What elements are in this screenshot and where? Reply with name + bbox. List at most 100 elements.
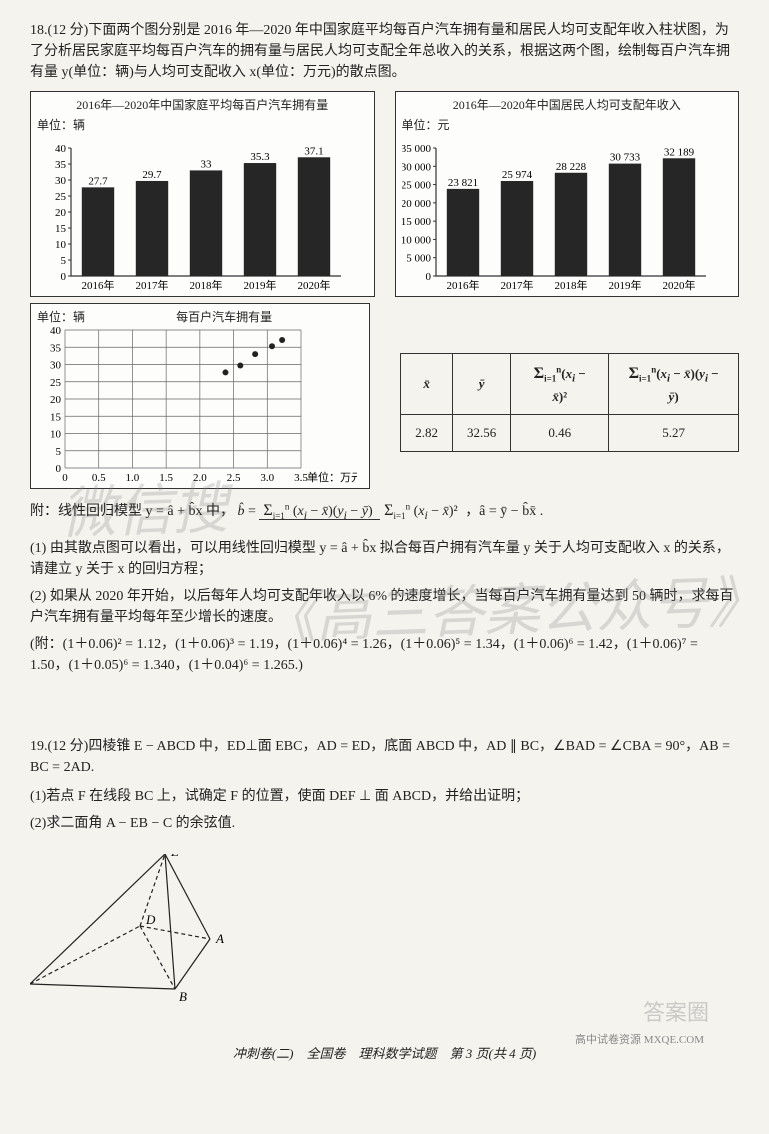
formula-line: 附：线性回归模型 y = â + b̂x 中， b̂ = Σi=1n (xi −…: [30, 499, 739, 524]
watermark-small: 高中试卷资源 MXQE.COM: [575, 1032, 704, 1049]
stats-table: x̄ ȳ Σi=1n(xi − x̄)² Σi=1n(xi − x̄)(yi −…: [400, 353, 739, 452]
q18-stem-text: 下面两个图分别是 2016 年—2020 年中国家庭平均每百户汽车拥有量和居民人…: [30, 23, 730, 80]
svg-text:单位：万元: 单位：万元: [307, 470, 357, 484]
svg-text:35.3: 35.3: [250, 151, 270, 163]
svg-text:5 000: 5 000: [406, 253, 431, 265]
q18-stem: 18.(12 分)下面两个图分别是 2016 年—2020 年中国家庭平均每百户…: [30, 20, 739, 83]
svg-text:D: D: [145, 912, 156, 927]
formula-den: Σi=1n (xi − x̄)²: [380, 504, 462, 519]
svg-text:23 821: 23 821: [447, 177, 477, 189]
stats-h0: x̄: [401, 354, 453, 415]
svg-text:5: 5: [61, 255, 67, 267]
svg-text:B: B: [179, 989, 187, 1004]
svg-text:2018年: 2018年: [190, 278, 223, 292]
chart1-svg: 0 5 10 15 20 25 30 35 40 27.7 2016年 29.7 2017年 33 2018…: [37, 134, 347, 294]
chart1-title: 2016年—2020年中国家庭平均每百户汽车拥有量: [37, 96, 368, 114]
stats-v2: 0.46: [511, 415, 609, 452]
stats-data-row: 2.82 32.56 0.46 5.27: [401, 415, 739, 452]
svg-text:25 000: 25 000: [402, 180, 432, 192]
stats-h3: Σi=1n(xi − x̄)(yi − ȳ): [609, 354, 739, 415]
scatter-title: 每百户汽车拥有量: [85, 308, 363, 326]
svg-text:0: 0: [62, 472, 68, 484]
formula-fraction: Σi=1n (xi − x̄)(yi − ȳ) Σi=1n (xi − x̄)²: [259, 499, 461, 524]
formula-num: Σi=1n (xi − x̄)(yi − ȳ): [259, 504, 380, 520]
q19: 19.(12 分)四棱锥 E − ABCD 中，ED⊥面 EBC，AD = ED…: [30, 736, 739, 1004]
q19-stem-text: 四棱锥 E − ABCD 中，ED⊥面 EBC，AD = ED，底面 ABCD …: [30, 739, 730, 775]
svg-text:25: 25: [55, 191, 67, 203]
scatter-box: 单位：辆 每百户汽车拥有量 051015202530354000.51.01.5…: [30, 303, 370, 489]
chart1-box: 2016年—2020年中国家庭平均每百户汽车拥有量 单位：辆 051015202…: [30, 91, 375, 297]
svg-text:2017年: 2017年: [136, 278, 169, 292]
svg-text:28 228: 28 228: [555, 161, 586, 173]
chart2-svg: 0 5 000 10 000 15 000 20 000 25 000 30 000 35 0…: [402, 134, 712, 294]
svg-text:2019年: 2019年: [608, 278, 641, 292]
svg-text:15 000: 15 000: [402, 216, 432, 228]
svg-text:30 733: 30 733: [609, 152, 640, 164]
svg-text:20: 20: [55, 207, 67, 219]
svg-text:10 000: 10 000: [402, 234, 432, 246]
scatter-svg: 051015202530354000.51.01.52.02.53.03.5单位…: [37, 326, 357, 486]
svg-text:2020年: 2020年: [298, 278, 331, 292]
q19-stem: 19.(12 分)四棱锥 E − ABCD 中，ED⊥面 EBC，AD = ED…: [30, 736, 739, 778]
svg-text:2016年: 2016年: [446, 278, 479, 292]
q18-hint: (附：(1＋0.06)² = 1.12，(1＋0.06)³ = 1.19，(1＋…: [30, 634, 739, 676]
svg-text:0.5: 0.5: [92, 472, 106, 484]
svg-text:30: 30: [55, 175, 67, 187]
svg-text:2.0: 2.0: [193, 472, 207, 484]
stats-v0: 2.82: [401, 415, 453, 452]
svg-text:20 000: 20 000: [402, 198, 432, 210]
svg-text:1.0: 1.0: [126, 472, 140, 484]
formula-a: ，â = ȳ − b̂x̄ .: [465, 504, 543, 519]
svg-text:15: 15: [55, 223, 67, 235]
svg-text:2018年: 2018年: [554, 278, 587, 292]
svg-text:30 000: 30 000: [402, 161, 432, 173]
svg-text:5: 5: [56, 446, 62, 458]
mid-row: 单位：辆 每百户汽车拥有量 051015202530354000.51.01.5…: [30, 303, 739, 489]
stats-v3: 5.27: [609, 415, 739, 452]
q19-figure: CBADE: [30, 854, 699, 1004]
svg-text:0: 0: [56, 463, 62, 475]
svg-text:2016年: 2016年: [82, 278, 115, 292]
svg-text:10: 10: [50, 429, 62, 441]
q18-number: 18.: [30, 23, 48, 38]
svg-text:30: 30: [50, 360, 62, 372]
svg-text:29.7: 29.7: [142, 169, 162, 181]
svg-text:15: 15: [50, 411, 62, 423]
svg-text:10: 10: [55, 239, 67, 251]
svg-text:27.7: 27.7: [88, 175, 108, 187]
q19-svg: CBADE: [30, 854, 230, 1004]
chart2-unit: 单位：元: [402, 116, 733, 134]
svg-text:3.0: 3.0: [260, 472, 274, 484]
svg-text:40: 40: [50, 326, 62, 337]
stats-h1: ȳ: [453, 354, 511, 415]
svg-text:33: 33: [201, 158, 213, 170]
svg-text:40: 40: [55, 143, 67, 155]
chart2-title: 2016年—2020年中国居民人均可支配年收入: [402, 96, 733, 114]
chart1-unit: 单位：辆: [37, 116, 368, 134]
q19-number: 19.: [30, 739, 48, 754]
svg-text:20: 20: [50, 394, 62, 406]
svg-text:2019年: 2019年: [244, 278, 277, 292]
chart2-box: 2016年—2020年中国居民人均可支配年收入 单位：元 0 5 000 10 00…: [395, 91, 740, 297]
svg-text:0: 0: [425, 271, 431, 283]
svg-text:1.5: 1.5: [159, 472, 173, 484]
svg-text:37.1: 37.1: [304, 145, 323, 157]
q19-points: (12 分): [48, 739, 89, 754]
charts-row: 2016年—2020年中国家庭平均每百户汽车拥有量 单位：辆 051015202…: [30, 91, 739, 297]
svg-text:35 000: 35 000: [402, 143, 432, 155]
svg-text:35: 35: [55, 159, 67, 171]
svg-text:E: E: [170, 854, 179, 859]
svg-text:25: 25: [50, 377, 62, 389]
stats-header-row: x̄ ȳ Σi=1n(xi − x̄)² Σi=1n(xi − x̄)(yi −…: [401, 354, 739, 415]
svg-text:0: 0: [61, 271, 67, 283]
q18-sub1: (1) 由其散点图可以看出，可以用线性回归模型 y = â + b̂x 拟合每百…: [30, 538, 739, 580]
svg-text:25 974: 25 974: [501, 169, 532, 181]
svg-text:2020年: 2020年: [662, 278, 695, 292]
svg-text:32 189: 32 189: [663, 146, 694, 158]
formula-prefix: 附：线性回归模型 y = â + b̂x 中，: [30, 504, 234, 519]
watermark-logo: 答案圈: [643, 996, 709, 1029]
q19-sub1: (1)若点 F 在线段 BC 上，试确定 F 的位置，使面 DEF ⊥ 面 AB…: [30, 786, 739, 807]
svg-text:2.5: 2.5: [227, 472, 241, 484]
stats-h2: Σi=1n(xi − x̄)²: [511, 354, 609, 415]
stats-v1: 32.56: [453, 415, 511, 452]
